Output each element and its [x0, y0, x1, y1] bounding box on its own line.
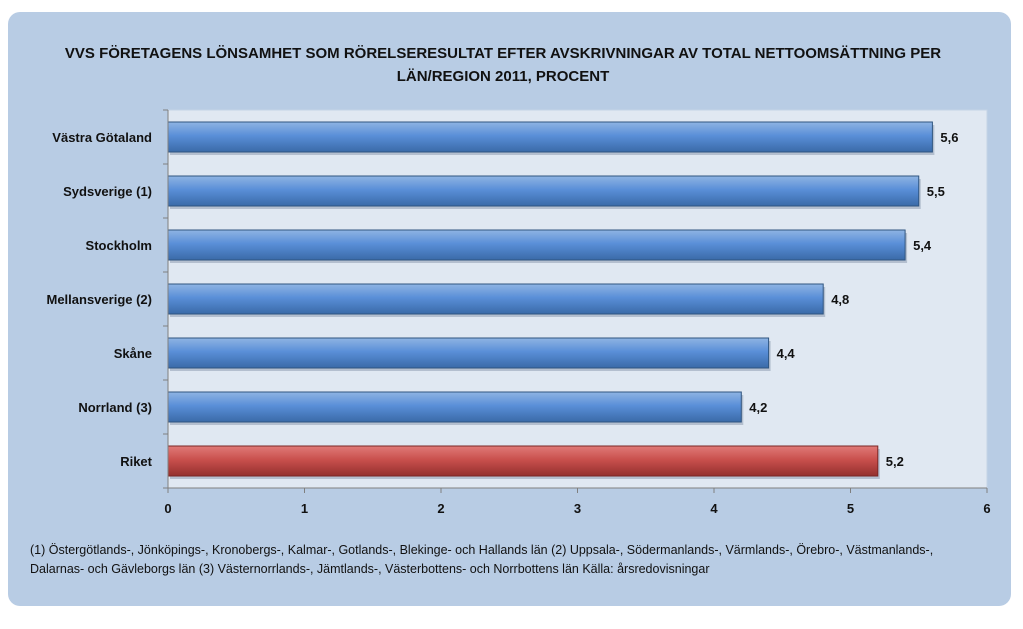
x-tick-label: 3	[574, 501, 581, 516]
bar	[167, 229, 906, 261]
data-label: 5,4	[913, 238, 932, 253]
footnote-line-1: (1) Östergötlands-, Jönköpings-, Kronobe…	[30, 543, 934, 557]
data-label: 5,6	[940, 130, 958, 145]
category-label: Skåne	[114, 346, 152, 361]
chart-title-line-1: VVS FÖRETAGENS LÖNSAMHET SOM RÖRELSERESU…	[64, 45, 942, 62]
category-label: Mellansverige (2)	[47, 292, 153, 307]
category-label: Stockholm	[86, 238, 152, 253]
footnote-line-2: Dalarnas- och Gävleborgs län (3) Västern…	[30, 562, 710, 576]
category-label: Norrland (3)	[78, 400, 152, 415]
bar	[167, 121, 933, 153]
data-label: 4,8	[831, 292, 849, 307]
x-tick-label: 0	[164, 501, 171, 516]
x-tick-label: 1	[301, 501, 308, 516]
footnote: (1) Östergötlands-, Jönköpings-, Kronobe…	[30, 541, 1000, 579]
data-label: 5,2	[886, 454, 904, 469]
category-label: Sydsverige (1)	[63, 184, 152, 199]
x-tick-label: 5	[847, 501, 854, 516]
data-label: 5,5	[927, 184, 945, 199]
data-label: 4,4	[777, 346, 796, 361]
bar-highlight	[167, 445, 879, 477]
chart-title-line-2: LÄN/REGION 2011, PROCENT	[396, 68, 610, 85]
data-label: 4,2	[749, 400, 767, 415]
category-label: Västra Götaland	[52, 130, 152, 145]
category-label: Riket	[120, 454, 152, 469]
chart-title: VVS FÖRETAGENS LÖNSAMHET SOM RÖRELSERESU…	[8, 42, 998, 88]
bars-layer: 5,6 5,5 5,4 4,8 4,4 4,2 5,2	[167, 121, 958, 479]
bar	[167, 337, 770, 369]
x-tick-label: 2	[437, 501, 444, 516]
y-axis-categories: Västra Götaland Sydsverige (1) Stockholm Me…	[47, 109, 168, 489]
x-axis: 0 1 2 3 4 5 6	[164, 488, 991, 516]
x-tick-label: 4	[710, 501, 718, 516]
x-tick-label: 6	[983, 501, 990, 516]
bar	[167, 175, 920, 207]
bar	[167, 391, 742, 423]
bar	[167, 283, 824, 315]
